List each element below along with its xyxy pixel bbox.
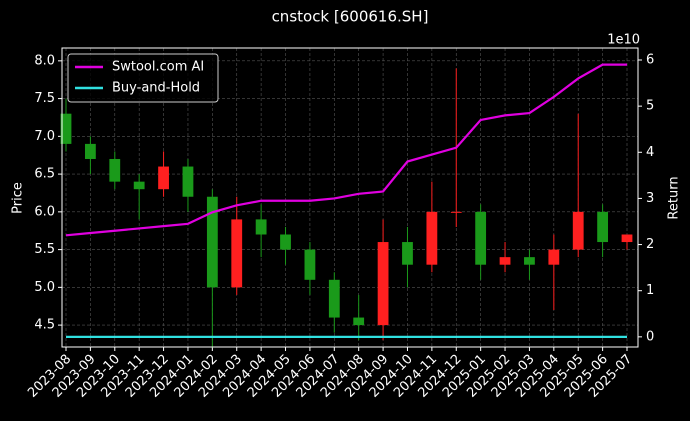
candle-body: [597, 211, 609, 243]
y2-tick-label: 0: [646, 329, 654, 344]
candle-body: [206, 196, 218, 288]
line-series: [65, 63, 627, 237]
legend-box: [67, 53, 219, 103]
candle-body: [109, 158, 121, 182]
y-tick-label: 8.0: [34, 53, 55, 68]
candle-body: [377, 242, 389, 326]
candle-body: [182, 166, 194, 197]
candle-body: [499, 257, 511, 265]
y-tick-label: 6.0: [34, 204, 55, 219]
candle-body: [426, 211, 438, 265]
candle-body: [255, 219, 267, 235]
candle-body: [158, 166, 169, 190]
candle-body: [84, 143, 96, 159]
candle-body: [133, 181, 145, 190]
y-tick-label: 6.5: [34, 167, 55, 182]
candle-body: [524, 257, 535, 265]
y-tick-label: 7.5: [34, 91, 55, 106]
candle-body: [353, 317, 365, 326]
y-tick-label: 4.5: [34, 318, 55, 333]
candle-body: [450, 211, 462, 213]
y2-axis-label: Return: [667, 176, 682, 219]
legend-label: Buy-and-Hold: [112, 81, 200, 96]
candle-body: [328, 279, 340, 318]
candle-body: [548, 249, 560, 265]
chart-title: cnstock [600616.SH]: [272, 8, 429, 26]
y2-offset-label: 1e10: [607, 33, 640, 48]
y-tick-label: 5.5: [34, 242, 55, 257]
legend-label: Swtool.com AI: [112, 60, 204, 75]
candle-body: [280, 234, 291, 250]
y2-tick-label: 6: [646, 52, 654, 67]
candle-body: [621, 234, 633, 243]
y-axis-label: Price: [11, 182, 26, 214]
candle-body: [572, 211, 584, 250]
y-tick-label: 7.0: [34, 129, 55, 144]
y2-tick-label: 2: [646, 237, 654, 252]
y2-tick-label: 1: [646, 283, 654, 298]
plot-frame: [61, 47, 639, 348]
y2-tick-label: 4: [646, 145, 654, 160]
candle-body: [231, 219, 243, 288]
y2-tick-label: 5: [646, 99, 654, 114]
y-tick-label: 5.0: [34, 280, 55, 295]
candle-body: [402, 242, 413, 265]
candle-body: [475, 211, 487, 265]
y2-tick-label: 3: [646, 191, 654, 206]
candle-body: [304, 249, 316, 280]
candle-body: [60, 113, 72, 144]
